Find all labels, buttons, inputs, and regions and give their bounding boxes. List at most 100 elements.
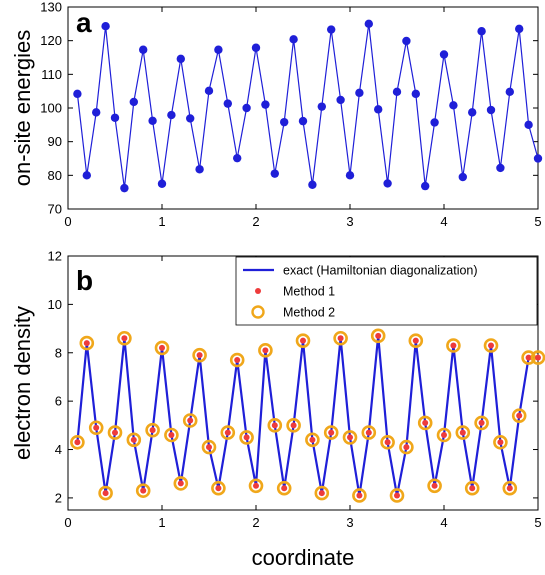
method-2-point xyxy=(417,415,433,431)
method-2-point xyxy=(201,439,217,455)
method-1-point xyxy=(309,436,316,443)
data-point xyxy=(477,27,486,36)
method-2-point xyxy=(314,485,330,501)
method-1-point xyxy=(318,490,325,497)
data-point xyxy=(505,87,514,97)
method-1-point xyxy=(206,444,212,451)
data-point xyxy=(92,108,101,117)
method-2-point xyxy=(192,347,207,363)
method-2-point xyxy=(295,333,311,348)
method-1-point xyxy=(384,439,391,446)
method-2-point xyxy=(333,330,348,346)
method-1-point xyxy=(196,352,203,359)
data-point xyxy=(468,108,477,117)
method-2-point xyxy=(220,425,236,440)
data-point xyxy=(345,171,355,180)
method-1-point xyxy=(253,482,259,489)
data-point xyxy=(176,54,185,64)
data-point xyxy=(186,114,195,123)
method-2-point xyxy=(267,418,283,433)
data-point xyxy=(421,181,430,191)
legend-label: Method 1 xyxy=(283,285,335,299)
y-axis-label: electron density xyxy=(10,306,35,460)
method-1-point xyxy=(535,354,541,361)
method-1-point xyxy=(149,427,156,434)
y-tick-label: 100 xyxy=(40,101,62,116)
data-point xyxy=(148,116,157,125)
y-tick-label: 10 xyxy=(48,297,62,312)
legend-dot-swatch xyxy=(255,288,261,294)
legend-label: exact (Hamiltonian diagonalization) xyxy=(283,264,478,278)
method-2-point xyxy=(164,427,179,443)
method-2-point xyxy=(305,432,320,448)
panel-a-energies-chart: 0 1 2 3 4 5 70 80 90 100 110 120 130 on-site energies… xyxy=(10,0,543,229)
method-2-point xyxy=(370,328,386,344)
method-1-point xyxy=(403,444,410,451)
method-2-point xyxy=(98,485,113,501)
x-tick-label: 0 xyxy=(64,515,71,530)
data-point xyxy=(515,24,524,34)
method-2-point xyxy=(464,480,480,496)
data-point xyxy=(374,105,383,114)
data-point xyxy=(204,86,214,96)
method-2-point xyxy=(248,478,264,494)
method-2-point xyxy=(70,434,85,450)
method-2-point xyxy=(352,488,367,503)
method-1-point xyxy=(281,485,288,492)
method-2-point xyxy=(173,476,189,491)
method-2-point xyxy=(182,413,198,428)
method-2-point xyxy=(502,480,518,496)
method-2-point xyxy=(211,480,226,496)
data-point xyxy=(533,154,543,163)
method-1-point xyxy=(365,429,372,436)
method-1-point xyxy=(168,432,175,439)
x-tick-label: 4 xyxy=(440,515,447,530)
data-point xyxy=(411,89,420,99)
method-1-point xyxy=(497,439,504,446)
method-2-point xyxy=(239,430,254,445)
method-2-point xyxy=(493,434,508,450)
data-point xyxy=(298,116,308,126)
method-1-point xyxy=(516,412,523,419)
x-tick-label: 4 xyxy=(440,214,447,229)
legend-circle-swatch xyxy=(251,305,265,319)
method-2-point xyxy=(474,415,489,431)
method-2-point xyxy=(342,430,358,445)
method-2-point xyxy=(530,350,545,365)
method-2-point xyxy=(511,408,527,423)
method-2-point xyxy=(323,425,339,440)
series-line xyxy=(76,334,538,497)
data-point xyxy=(355,88,364,98)
data-point xyxy=(270,169,279,178)
data-point xyxy=(449,101,458,110)
y-tick-label: 80 xyxy=(48,168,62,183)
method-2-point xyxy=(380,434,395,450)
x-tick-label: 1 xyxy=(158,214,165,229)
method-1-point xyxy=(121,335,128,342)
x-tick-label: 0 xyxy=(64,214,71,229)
method-2-point xyxy=(88,420,104,436)
x-tick-label: 5 xyxy=(534,515,541,530)
method-2-point xyxy=(436,427,452,443)
y-tick-label: 90 xyxy=(48,134,62,149)
method-2-point xyxy=(229,352,245,368)
y-tick-label: 4 xyxy=(55,442,62,457)
panel-letter: a xyxy=(76,7,92,38)
method-1-point xyxy=(187,417,194,424)
method-1-point xyxy=(262,347,269,354)
method-1-point xyxy=(83,340,90,347)
data-point xyxy=(261,100,270,109)
data-point xyxy=(439,50,449,59)
method-2-point xyxy=(135,483,151,498)
data-point xyxy=(383,179,392,188)
y-tick-label: 8 xyxy=(55,345,62,360)
data-point xyxy=(308,180,317,189)
data-point xyxy=(524,120,533,130)
method-2-point xyxy=(399,439,414,455)
method-2-point xyxy=(389,488,405,503)
panel-letter: b xyxy=(76,265,93,296)
method-2-point xyxy=(361,425,377,440)
method-1-point xyxy=(177,480,184,487)
method-2-point xyxy=(79,335,95,351)
